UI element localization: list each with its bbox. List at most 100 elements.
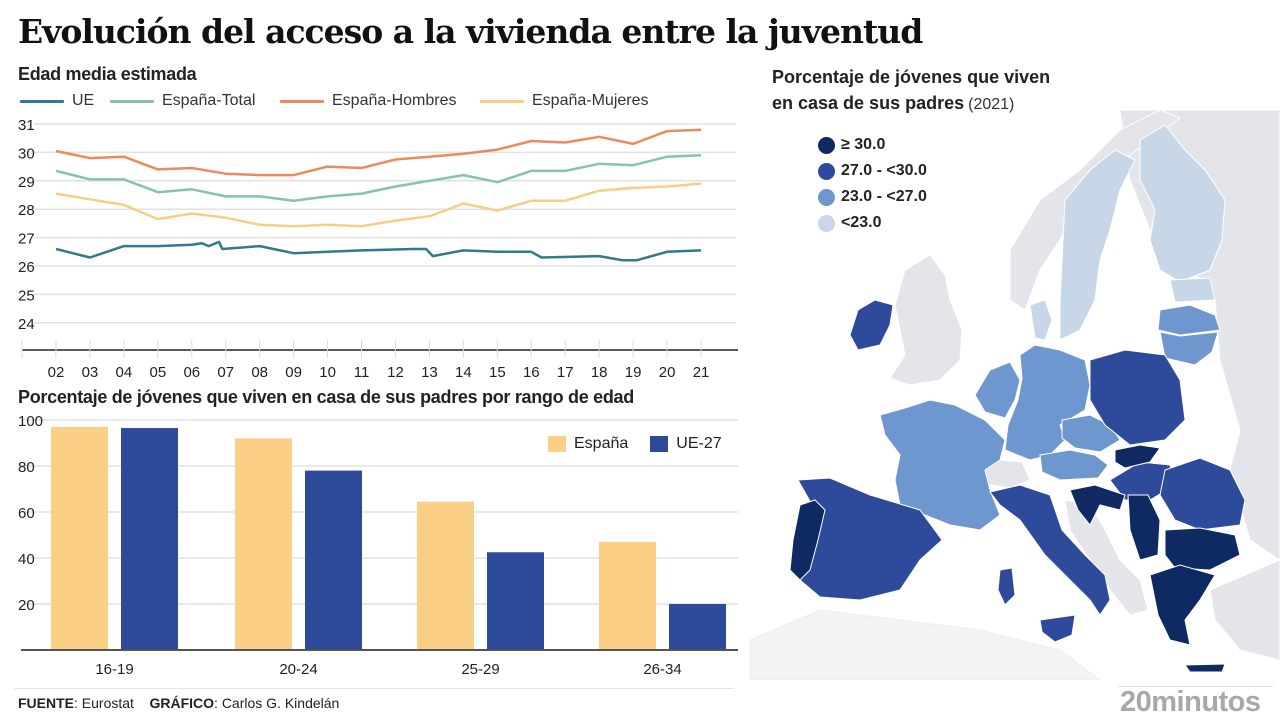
legend-label-espana-total: España-Total — [162, 92, 256, 109]
map-title: Porcentaje de jóvenes que viven en casa … — [772, 64, 1050, 118]
map-region-romania — [1159, 457, 1246, 531]
map-legend-label: 23.0 - <27.0 — [841, 188, 927, 205]
line-x-tick-label: 02 — [48, 364, 65, 380]
line-x-tick-label: 18 — [591, 364, 608, 380]
bar-ue-27-25-29 — [487, 552, 544, 650]
map-legend-label: <23.0 — [841, 214, 882, 231]
bar-chart-x-axis: 16-19 20-24 25-29 26-34 — [21, 649, 738, 678]
map-class-23-27 — [879, 304, 1221, 531]
legend-item-espana-hombres: España-Hombres — [280, 92, 457, 110]
line-x-tick-label: 10 — [319, 364, 336, 380]
bar-ue-27-16-19 — [121, 428, 178, 650]
map-title-line2: en casa de sus padres — [772, 93, 965, 113]
chart-credit-value: : Carlos G. Kindelán — [214, 695, 340, 711]
line-chart-series — [55, 128, 702, 262]
map-region-sicily — [1039, 614, 1076, 643]
bar-espa-a-25-29 — [417, 501, 474, 650]
source-value: : Eurostat — [74, 695, 134, 711]
map-region-turkey — [1209, 559, 1280, 661]
map-title-line1: Porcentaje de jóvenes que viven — [772, 67, 1051, 87]
line-y-tick-label: 31 — [18, 117, 35, 134]
bar-ue-27-20-24 — [305, 470, 362, 650]
map-region-slovakia — [1114, 444, 1161, 469]
line-x-tick-label: 05 — [150, 364, 167, 380]
map-legend-label: 27.0 - <30.0 — [841, 162, 927, 179]
bar-chart-subtitle: Porcentaje de jóvenes que viven en casa … — [18, 387, 634, 407]
line-y-tick-label: 29 — [18, 174, 35, 191]
brand-logo: 20minutos — [1120, 686, 1261, 718]
legend-item-espana-mujeres: España-Mujeres — [480, 92, 649, 110]
bar-chart-y-ticks: 20 40 60 80 100 — [18, 413, 43, 614]
map-region-north-africa — [749, 609, 1101, 680]
line-x-tick-label: 21 — [693, 364, 710, 380]
bar-espa-a-26-34 — [599, 541, 656, 650]
map-region-portugal — [789, 499, 826, 581]
map-region-sweden — [1059, 149, 1136, 341]
legend-swatch-espana — [548, 436, 566, 452]
map-region-ireland — [849, 299, 894, 351]
bar-chart: 20 40 60 80 100 16-19 20-24 25-29 26-34 — [18, 413, 738, 678]
line-chart: 24 25 26 27 28 29 30 31 02 03 04 05 06 07 08 09 10 11 12 1… — [18, 117, 738, 380]
legend-dot-icon — [818, 214, 835, 232]
legend-dot-icon — [818, 136, 835, 154]
map-region-uk — [889, 254, 963, 386]
map-region-balkans-west — [1064, 499, 1149, 616]
map-region-crete — [1184, 663, 1226, 673]
line-x-tick-label: 14 — [455, 364, 472, 380]
map-legend-item: <23.0 — [818, 210, 927, 236]
line-x-tick-label: 15 — [489, 364, 506, 380]
line-series-espa-a-mujeres — [55, 182, 702, 228]
legend-swatch-ue — [20, 99, 64, 103]
brand-divider — [1118, 686, 1273, 687]
source-label: FUENTE — [18, 695, 74, 711]
map-region-greece — [1149, 564, 1216, 646]
legend-label-espana: España — [574, 435, 629, 452]
map-region-sardinia — [997, 567, 1016, 606]
map-class-gte30 — [789, 444, 1241, 673]
line-chart-subtitle: Edad media estimada — [18, 64, 197, 84]
bar-y-tick-label: 80 — [18, 459, 35, 476]
line-chart-y-ticks: 24 25 26 27 28 29 30 31 — [18, 117, 35, 333]
map-legend-item: ≥ 30.0 — [818, 132, 927, 158]
map-region-italy — [989, 484, 1111, 616]
bar-chart-legend: España UE-27 — [548, 435, 722, 453]
map-legend: ≥ 30.0 27.0 - <30.0 23.0 - <27.0 <23.0 — [818, 132, 927, 236]
legend-swatch-ue27 — [650, 436, 669, 452]
map-region-france — [879, 399, 1006, 531]
bar-y-tick-label: 20 — [18, 597, 35, 614]
map-legend-item: 27.0 - <30.0 — [818, 158, 927, 184]
line-x-tick-label: 04 — [116, 364, 133, 380]
map-legend-label: ≥ 30.0 — [841, 136, 886, 153]
bar-ue-27-26-34 — [669, 604, 726, 650]
line-series-espa-a-total — [55, 153, 702, 202]
line-x-tick-label: 06 — [183, 364, 200, 380]
legend-swatch-espana-hombres — [280, 99, 324, 103]
chart-credit-label: GRÁFICO — [149, 695, 215, 711]
map-region-austria — [1039, 449, 1109, 481]
bar-espa-a-16-19 — [51, 426, 108, 650]
map-title-year: (2021) — [968, 96, 1015, 113]
line-chart-gridlines — [34, 123, 736, 324]
bar-espa-a-20-24 — [235, 438, 292, 650]
map-region-lithuania — [1159, 331, 1219, 366]
map-region-serbia — [1127, 494, 1161, 561]
line-x-tick-label: 08 — [251, 364, 268, 380]
legend-item-ue: UE — [20, 92, 94, 110]
footer-credits: FUENTE: Eurostat GRÁFICO: Carlos G. Kind… — [18, 695, 339, 711]
line-x-tick-label: 03 — [82, 364, 99, 380]
map-region-latvia — [1157, 304, 1221, 336]
line-y-tick-label: 25 — [18, 287, 35, 304]
bar-x-tick-label: 20-24 — [279, 661, 317, 678]
footer-divider — [14, 688, 734, 689]
line-x-tick-label: 13 — [421, 364, 438, 380]
line-x-tick-label: 19 — [625, 364, 642, 380]
bar-x-tick-label: 16-19 — [95, 661, 133, 678]
legend-swatch-espana-mujeres — [480, 99, 524, 103]
map-region-poland — [1089, 349, 1186, 446]
legend-label-espana-mujeres: España-Mujeres — [532, 92, 649, 109]
line-x-tick-label: 11 — [354, 364, 370, 380]
line-chart-x-axis: 02 03 04 05 06 07 08 09 10 11 12 13 14 15 16 17 18 19 20 21 — [21, 340, 738, 380]
line-x-tick-label: 07 — [217, 364, 234, 380]
map-class-lt23 — [1029, 124, 1226, 341]
line-series-ue — [55, 240, 702, 262]
